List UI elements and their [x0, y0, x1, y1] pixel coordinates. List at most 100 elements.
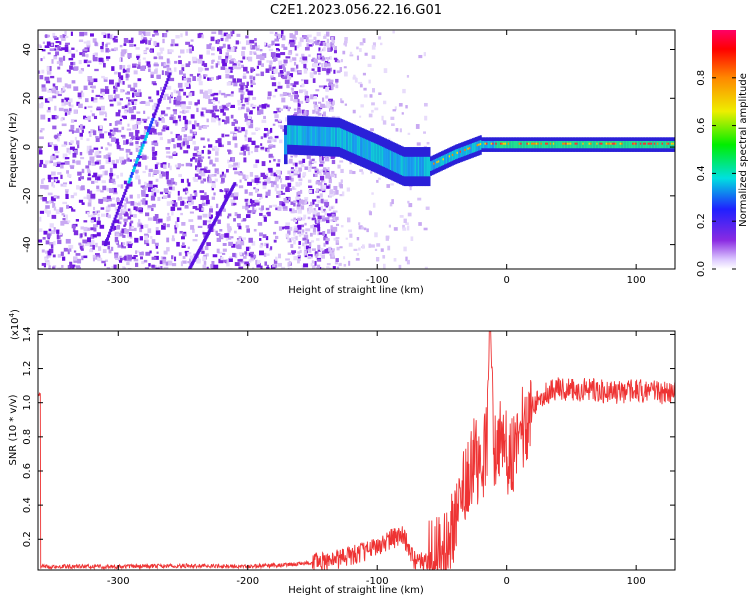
noise-pixel: [218, 120, 221, 126]
noise-pixel: [292, 162, 296, 166]
noise-pixel: [335, 258, 339, 263]
noise-pixel: [197, 151, 202, 155]
noise-pixel: [288, 92, 291, 97]
noise-pixel: [47, 117, 51, 122]
noise-pixel: [53, 56, 58, 60]
noise-pixel: [174, 182, 178, 186]
noise-pixel: [49, 177, 53, 180]
noise-pixel: [234, 120, 239, 124]
noise-pixel: [242, 56, 246, 60]
noise-pixel: [321, 156, 324, 161]
noise-pixel: [252, 211, 256, 214]
noise-pixel: [112, 131, 116, 135]
noise-pixel: [307, 211, 311, 215]
noise-pixel: [70, 166, 75, 169]
doppler-core-pixel: [383, 147, 386, 168]
noise-pixel: [301, 53, 305, 59]
noise-pixel: [121, 126, 125, 130]
noise-pixel: [282, 91, 287, 96]
noise-pixel: [185, 110, 188, 113]
noise-pixel: [72, 152, 77, 158]
noise-pixel: [309, 72, 314, 78]
diagonal-trace-1-pixel: [113, 217, 117, 221]
noise-pixel: [293, 81, 299, 85]
colorbar-label: Normalized spectral amplitude: [738, 73, 749, 227]
noise-pixel: [157, 265, 161, 269]
noise-pixel: [51, 214, 57, 219]
noise-pixel: [190, 39, 194, 42]
noise-pixel: [66, 204, 69, 209]
noise-pixel: [320, 184, 324, 190]
noise-pixel: [166, 172, 169, 177]
noise-pixel: [123, 43, 127, 46]
noise-pixel: [123, 267, 126, 269]
diagonal-trace-1-pixel: [164, 83, 168, 87]
noise-pixel: [56, 77, 62, 83]
noise-pixel: [60, 251, 64, 256]
noise-pixel: [356, 46, 359, 50]
noise-pixel: [40, 197, 43, 200]
noise-pixel: [403, 246, 407, 252]
noise-pixel: [186, 145, 191, 149]
noise-pixel: [329, 109, 334, 112]
noise-pixel: [323, 62, 328, 68]
noise-pixel: [52, 83, 56, 87]
doppler-core-pixel: [316, 126, 319, 147]
doppler-core-pixel: [369, 141, 372, 161]
noise-pixel: [250, 198, 253, 204]
noise-pixel: [182, 256, 186, 259]
noise-pixel: [319, 252, 322, 257]
noise-pixel: [335, 237, 340, 240]
noise-pixel: [44, 185, 49, 190]
noise-pixel: [216, 237, 222, 242]
noise-pixel: [94, 161, 100, 165]
noise-pixel: [331, 36, 334, 41]
noise-pixel: [51, 181, 54, 187]
noise-pixel: [223, 32, 228, 37]
noise-pixel: [71, 264, 76, 267]
noise-pixel: [94, 52, 98, 56]
noise-pixel: [308, 189, 313, 194]
snr-panel: -300 -200 -100 0 100 0.20.40.60.81.01.21.4 H…: [8, 309, 676, 596]
doppler-core-pixel: [315, 126, 318, 146]
noise-pixel: [75, 265, 81, 268]
noise-pixel: [161, 171, 166, 177]
noise-pixel: [46, 41, 51, 46]
noise-pixel: [127, 102, 131, 106]
noise-pixel: [101, 240, 105, 246]
noise-pixel: [128, 132, 134, 137]
noise-pixel: [265, 207, 270, 211]
noise-pixel: [185, 31, 188, 36]
noise-pixel: [309, 208, 314, 213]
noise-pixel: [376, 179, 379, 183]
noise-pixel: [41, 84, 46, 89]
noise-pixel: [105, 43, 108, 48]
noise-pixel: [83, 54, 89, 57]
noise-pixel: [313, 95, 318, 100]
noise-pixel: [331, 170, 335, 176]
noise-pixel: [334, 59, 339, 63]
y-tick-label: 20: [22, 92, 33, 105]
diagonal-trace-1-pixel: [124, 189, 128, 193]
noise-pixel: [120, 64, 126, 69]
noise-pixel: [316, 264, 321, 269]
noise-pixel: [165, 261, 169, 266]
noise-pixel: [226, 69, 231, 73]
noise-pixel: [283, 105, 289, 109]
noise-pixel: [173, 109, 178, 115]
noise-pixel: [229, 236, 234, 239]
noise-pixel: [301, 83, 305, 87]
noise-pixel: [304, 95, 309, 98]
noise-pixel: [230, 31, 233, 35]
doppler-peak-pixel: [605, 142, 608, 145]
noise-pixel: [211, 99, 216, 102]
noise-pixel: [260, 71, 264, 77]
noise-pixel: [83, 48, 88, 52]
noise-pixel: [258, 104, 263, 108]
doppler-core-pixel: [416, 156, 419, 177]
diagonal-trace-1-pixel: [123, 191, 127, 195]
doppler-core-pixel: [509, 140, 512, 149]
noise-pixel: [215, 63, 218, 68]
noise-pixel: [92, 38, 97, 43]
